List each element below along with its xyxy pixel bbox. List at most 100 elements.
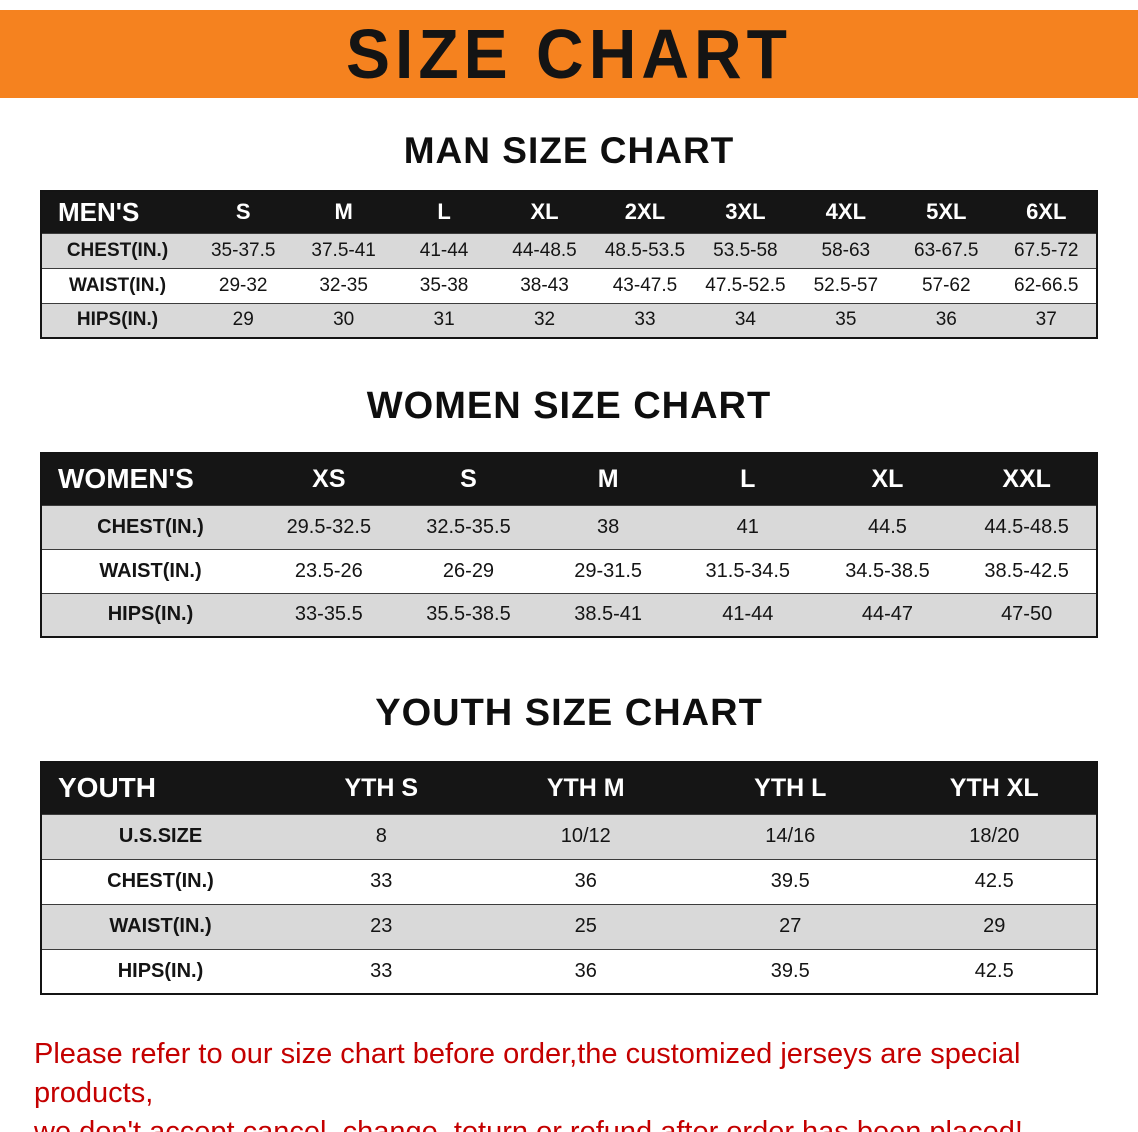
value-cell: 33 bbox=[370, 870, 393, 892]
value-cell: 57-62 bbox=[921, 274, 971, 296]
value-cell: 39.5 bbox=[770, 870, 810, 892]
value-cell: 38.5-41 bbox=[574, 603, 643, 626]
value-cell: 38 bbox=[597, 515, 620, 538]
value-cell: 35-37.5 bbox=[210, 239, 276, 261]
size-header-cell: XS bbox=[312, 464, 346, 493]
value-cell: 23.5-26 bbox=[294, 559, 363, 582]
size-header-cell: 2XL bbox=[624, 199, 666, 225]
value-cell: 10/12 bbox=[560, 825, 611, 847]
row-label-cell: WAIST(IN.) bbox=[99, 559, 202, 582]
page-title: SIZE CHART bbox=[346, 15, 792, 93]
size-header-cell: L bbox=[740, 464, 756, 493]
row-label-cell: WAIST(IN.) bbox=[109, 915, 212, 937]
value-cell: 36 bbox=[574, 959, 597, 982]
row-label-cell: HIPS(IN.) bbox=[117, 959, 204, 982]
value-cell: 41-44 bbox=[419, 239, 469, 261]
measurement-row: HIPS(IN.) 33-35.5 35.5-38.5 38.5-41 41-44 44-… bbox=[41, 593, 1097, 637]
row-label-cell: HIPS(IN.) bbox=[76, 309, 159, 331]
size-header-cell: S bbox=[235, 199, 251, 225]
value-cell: 34 bbox=[734, 309, 756, 331]
size-header-cell: L bbox=[437, 199, 451, 225]
value-cell: 35.5-38.5 bbox=[426, 603, 511, 626]
value-cell: 42.5 bbox=[974, 959, 1014, 982]
value-cell: 52.5-57 bbox=[813, 274, 879, 296]
value-cell: 23 bbox=[370, 915, 393, 937]
value-cell: 36 bbox=[574, 870, 597, 892]
value-cell: 47-50 bbox=[1001, 603, 1053, 626]
value-cell: 38-43 bbox=[520, 274, 569, 296]
value-cell: 42.5 bbox=[974, 870, 1014, 892]
women-size-table: WOMEN'S XS S M L XL XXL CHEST(IN.) 29.5-32.5 32.5… bbox=[40, 452, 1098, 638]
value-cell: 47.5-52.5 bbox=[705, 274, 786, 296]
measurement-row: CHEST(IN.) 29.5-32.5 32.5-35.5 38 41 44.5 44.5… bbox=[41, 505, 1097, 549]
value-cell: 44.5-48.5 bbox=[984, 515, 1069, 538]
value-cell: 36 bbox=[935, 309, 957, 331]
size-header-cell: XL bbox=[871, 464, 904, 493]
row-label-cell: U.S.SIZE bbox=[118, 825, 203, 847]
value-cell: 63-67.5 bbox=[914, 239, 979, 261]
header-row: WOMEN'S XS S M L XL XXL bbox=[41, 453, 1097, 505]
value-cell: 41-44 bbox=[722, 603, 774, 626]
youth-size-table: YOUTH YTH S YTH M YTH L YTH XL U.S.SIZE 8 10/12… bbox=[40, 761, 1098, 995]
value-cell: 27 bbox=[779, 915, 802, 937]
value-cell: 26-29 bbox=[442, 559, 495, 582]
value-cell: 43-47.5 bbox=[612, 274, 678, 296]
measurement-row: HIPS(IN.) 33 36 39.5 42.5 bbox=[41, 949, 1097, 994]
value-cell: 29-31.5 bbox=[574, 559, 643, 582]
measurement-row: U.S.SIZE 8 10/12 14/16 18/20 bbox=[41, 814, 1097, 859]
value-cell: 35-38 bbox=[419, 274, 469, 296]
men-section-heading: MAN SIZE CHART bbox=[403, 130, 735, 171]
footer-line-2: we don't accept cancel, change, teturn o… bbox=[34, 1113, 1104, 1132]
row-label-cell: CHEST(IN.) bbox=[107, 870, 214, 892]
sections-container: MAN SIZE CHART MEN'S S M L XL 2XL 3XL 4XL 5XL 6XL C… bbox=[0, 130, 1138, 995]
footer-note: Please refer to our size chart before or… bbox=[0, 1035, 1138, 1132]
value-cell: 32-35 bbox=[319, 274, 368, 296]
measurement-row: WAIST(IN.) 23.5-26 26-29 29-31.5 31.5-34.5 34… bbox=[41, 549, 1097, 593]
value-cell: 44-47 bbox=[861, 603, 914, 626]
value-cell: 37 bbox=[1035, 309, 1057, 331]
value-cell: 48.5-53.5 bbox=[604, 239, 686, 261]
value-cell: 8 bbox=[375, 825, 387, 847]
size-header-cell: 3XL bbox=[725, 199, 766, 225]
value-cell: 39.5 bbox=[770, 959, 810, 982]
men-size-table: MEN'S S M L XL 2XL 3XL 4XL 5XL 6XL CHEST(IN.) 35-37… bbox=[40, 190, 1098, 339]
banner: SIZE CHART bbox=[0, 10, 1138, 98]
value-cell: 62-66.5 bbox=[1014, 274, 1079, 296]
measurement-row: CHEST(IN.) 33 36 39.5 42.5 bbox=[41, 859, 1097, 904]
size-header-cell: XL bbox=[530, 199, 559, 225]
measurement-row: CHEST(IN.) 35-37.5 37.5-41 41-44 44-48.5 48.5… bbox=[41, 233, 1097, 268]
value-cell: 33 bbox=[634, 309, 656, 331]
value-cell: 37.5-41 bbox=[311, 239, 376, 261]
table-title-cell: WOMEN'S bbox=[58, 463, 194, 495]
row-label-cell: WAIST(IN.) bbox=[68, 274, 167, 296]
value-cell: 31 bbox=[433, 309, 455, 331]
size-header-cell: YTH XL bbox=[949, 773, 1039, 802]
footer-line-1: Please refer to our size chart before or… bbox=[34, 1038, 1021, 1110]
measurement-row: WAIST(IN.) 23 25 27 29 bbox=[41, 904, 1097, 949]
youth-section-heading: YOUTH SIZE CHART bbox=[375, 692, 763, 734]
women-size-chart-section: WOMEN SIZE CHART WOMEN'S XS S M L XL XXL CHEST(I… bbox=[0, 385, 1138, 638]
value-cell: 25 bbox=[574, 915, 597, 937]
measurement-row: WAIST(IN.) 29-32 32-35 35-38 38-43 43-47.5 47.… bbox=[41, 268, 1097, 303]
value-cell: 29 bbox=[232, 309, 254, 331]
youth-size-chart-section: YOUTH SIZE CHART YOUTH YTH S YTH M YTH L YTH … bbox=[0, 692, 1138, 995]
table-title-cell: MEN'S bbox=[58, 196, 140, 227]
size-header-cell: 4XL bbox=[825, 199, 867, 225]
value-cell: 34.5-38.5 bbox=[845, 559, 930, 582]
value-cell: 31.5-34.5 bbox=[705, 559, 791, 582]
size-header-cell: M bbox=[597, 464, 619, 493]
size-header-cell: M bbox=[334, 199, 353, 225]
value-cell: 44-48.5 bbox=[512, 239, 577, 261]
value-cell: 29-32 bbox=[218, 274, 268, 296]
measurement-row: HIPS(IN.) 29 30 31 32 33 34 35 36 37 bbox=[41, 303, 1097, 338]
value-cell: 53.5-58 bbox=[713, 239, 778, 261]
size-header-cell: XXL bbox=[1002, 464, 1051, 493]
table-title-cell: YOUTH bbox=[58, 772, 156, 804]
value-cell: 33 bbox=[370, 959, 393, 982]
row-label-cell: CHEST(IN.) bbox=[97, 515, 204, 538]
header-row: YOUTH YTH S YTH M YTH L YTH XL bbox=[41, 762, 1097, 814]
value-cell: 18/20 bbox=[969, 825, 1020, 847]
row-label-cell: HIPS(IN.) bbox=[107, 603, 194, 626]
value-cell: 29.5-32.5 bbox=[286, 515, 372, 538]
